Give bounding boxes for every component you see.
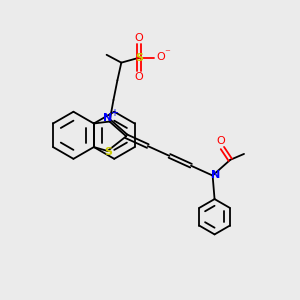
- Text: N: N: [211, 169, 220, 179]
- Text: O: O: [156, 52, 165, 62]
- Text: O: O: [216, 136, 225, 146]
- Text: N: N: [103, 112, 112, 123]
- Text: O: O: [135, 72, 143, 82]
- Text: ⁻: ⁻: [164, 48, 170, 58]
- Text: O: O: [135, 33, 143, 43]
- Text: S: S: [135, 53, 143, 63]
- Text: S: S: [105, 147, 112, 157]
- Text: +: +: [110, 108, 118, 118]
